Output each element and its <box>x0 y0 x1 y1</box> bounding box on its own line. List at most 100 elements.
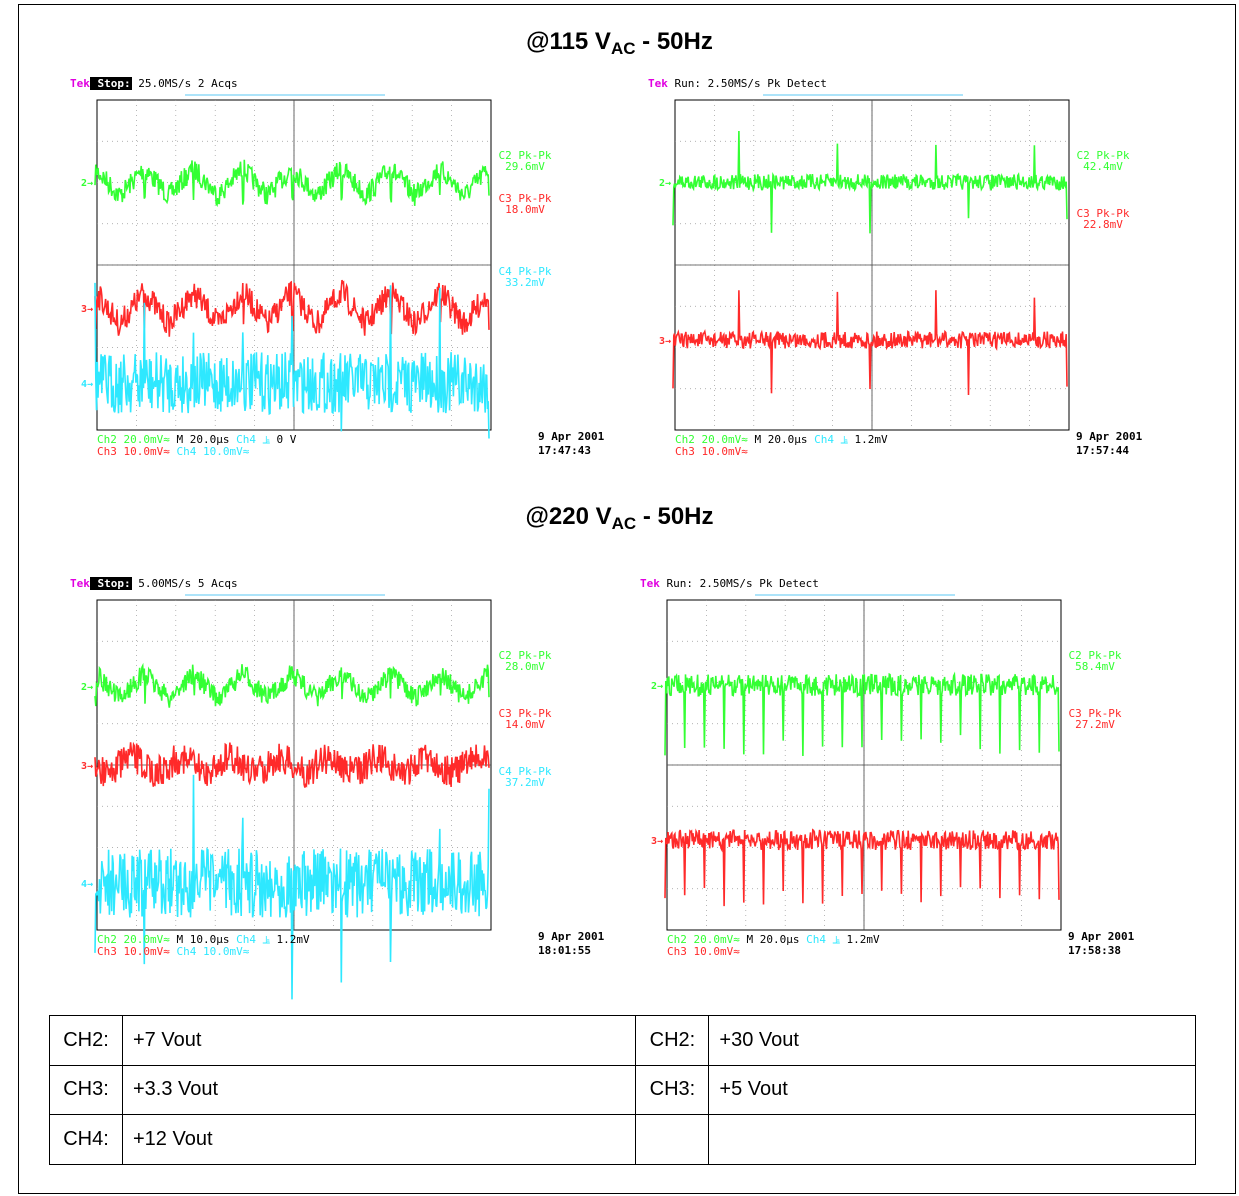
scope-status-bar: Tek Run: 2.50MS/s Pk Detect <box>640 578 819 590</box>
readout-label: C3 Pk-Pk <box>1068 707 1122 720</box>
capture-date: 9 Apr 2001 <box>538 930 605 943</box>
scope-status-bar: Tek Stop: 5.00MS/s 5 Acqs <box>70 577 238 590</box>
ch3-scale: Ch3 10.0mV≈ <box>675 445 748 458</box>
readout-label: C3 Pk-Pk <box>498 707 552 720</box>
ch4-scale: Ch4 10.0mV≈ <box>169 445 250 458</box>
scope-graticule: 2→ 3→ 4→ <box>81 94 492 439</box>
capture-time: 18:01:55 <box>538 944 591 957</box>
pk-pk-readout: C2 Pk-Pk 42.4mV <box>1063 150 1143 172</box>
ch2-scale: Ch2 20.0mV≈ <box>97 433 170 446</box>
scope-bottom-row-1: Ch2 20.0mV≈ M 10.0µs Ch4 ⫡ 1.2mV <box>97 934 310 946</box>
capture-time: 17:58:38 <box>1068 944 1121 957</box>
readout-value: 18.0mV <box>505 203 545 216</box>
acquisition-info: Pk Detect <box>752 577 819 590</box>
scope-115v-left: Tek Stop: 25.0MS/s 2 Acqs 2→ 3→ 4→ C2 Pk-Pk 2… <box>70 77 630 468</box>
readout-label: C3 Pk-Pk <box>498 192 552 205</box>
readout-value: 37.2mV <box>505 776 545 789</box>
timebase: M 20.0µs <box>169 433 230 446</box>
acq-mode: Run: <box>659 577 693 590</box>
legend-channel: CH3: <box>49 1064 123 1116</box>
capture-timestamp: 9 Apr 2001 17:47:43 <box>538 430 604 458</box>
pk-pk-readout: C3 Pk-Pk 22.8mV <box>1063 208 1143 230</box>
legend-channel <box>635 1114 710 1165</box>
sample-rate: 2.50MS/s <box>701 77 761 90</box>
legend-output: +5 Vout <box>708 1064 1196 1116</box>
trace-ch2-scope0 <box>94 159 490 208</box>
pk-pk-readout: C3 Pk-Pk 27.2mV <box>1055 708 1135 730</box>
readout-label: C2 Pk-Pk <box>1068 649 1122 662</box>
trace-ch3-scope1 <box>672 290 1068 396</box>
legend-output: +30 Vout <box>708 1015 1196 1066</box>
ch4-scale: Ch4 10.0mV≈ <box>169 945 250 958</box>
ch2-scale: Ch2 20.0mV≈ <box>97 933 170 946</box>
trace-ch2-scope3 <box>664 671 1060 757</box>
channel-marker-ch4: 4→ <box>81 379 93 390</box>
scope-220v-left: Tek Stop: 5.00MS/s 5 Acqs 2→ 3→ 4→ C2 Pk-Pk 2… <box>70 577 630 1000</box>
timebase: M 20.0µs <box>747 433 808 446</box>
readout-value: 27.2mV <box>1075 718 1115 731</box>
trigger-source: Ch4 ⫡ <box>799 933 840 946</box>
acq-mode: Run: <box>667 77 701 90</box>
readout-label: C4 Pk-Pk <box>498 765 552 778</box>
legend-output: +12 Vout <box>121 1114 637 1165</box>
ch3-scale: Ch3 10.0mV≈ <box>97 945 170 958</box>
scope-220v-right: Tek Run: 2.50MS/s Pk Detect 2→ 3→ C2 Pk-Pk 5… <box>640 578 1200 968</box>
tek-logo: Tek <box>70 77 90 90</box>
readout-label: C2 Pk-Pk <box>1076 149 1130 162</box>
legend-channel: CH2: <box>49 1015 123 1066</box>
readout-value: 22.8mV <box>1083 218 1123 231</box>
section-title-115: @115 VAC - 50Hz <box>526 28 713 58</box>
pk-pk-readout: C3 Pk-Pk 14.0mV <box>485 708 565 730</box>
channel-marker-ch3: 3→ <box>81 304 93 315</box>
pk-pk-readout: C2 Pk-Pk 58.4mV <box>1055 650 1135 672</box>
trace-ch3-scope3 <box>664 828 1060 907</box>
sample-rate: 5.00MS/s <box>131 577 192 590</box>
channel-marker-ch3: 3→ <box>651 836 663 847</box>
trace-ch2-scope1 <box>672 130 1068 234</box>
capture-timestamp: 9 Apr 2001 17:57:44 <box>1076 430 1142 458</box>
section-title-220: @220 VAC - 50Hz <box>525 503 714 533</box>
scope-bottom-row-1: Ch2 20.0mV≈ M 20.0µs Ch4 ⫡ 0 V <box>97 434 296 446</box>
trace-ch4-scope0 <box>94 282 490 439</box>
sample-rate: 2.50MS/s <box>693 577 753 590</box>
trigger-level: 0 V <box>269 433 297 446</box>
scope-status-bar: Tek Stop: 25.0MS/s 2 Acqs <box>70 77 238 90</box>
channel-marker-ch3: 3→ <box>81 761 93 772</box>
scope-graticule: 2→ 3→ <box>659 94 1070 431</box>
ch3-scale: Ch3 10.0mV≈ <box>97 445 170 458</box>
channel-marker-ch2: 2→ <box>651 681 663 692</box>
legend-channel: CH2: <box>635 1015 710 1066</box>
capture-time: 17:57:44 <box>1076 444 1129 457</box>
trigger-level: 1.2mV <box>269 933 310 946</box>
channel-legend-table: CH2: +7 Vout CH2: +30 Vout CH3: +3.3 Vou… <box>49 1015 1196 1165</box>
capture-date: 9 Apr 2001 <box>538 430 605 443</box>
capture-date: 9 Apr 2001 <box>1068 930 1135 943</box>
trigger-source: Ch4 ⫡ <box>229 433 270 446</box>
scope-115v-right: Tek Run: 2.50MS/s Pk Detect 2→ 3→ C2 Pk-Pk 4… <box>648 78 1208 468</box>
timebase: M 10.0µs <box>169 933 230 946</box>
trigger-level: 1.2mV <box>847 433 888 446</box>
ch3-scale: Ch3 10.0mV≈ <box>667 945 740 958</box>
channel-marker-ch2: 2→ <box>81 682 93 693</box>
trigger-level: 1.2mV <box>839 933 880 946</box>
readout-label: C4 Pk-Pk <box>498 265 552 278</box>
readout-value: 28.0mV <box>505 660 545 673</box>
timebase: M 20.0µs <box>739 933 800 946</box>
channel-marker-ch3: 3→ <box>659 336 671 347</box>
readout-value: 14.0mV <box>505 718 545 731</box>
channel-marker-ch2: 2→ <box>659 178 671 189</box>
scope-graticule: 2→ 3→ 4→ <box>81 594 492 1000</box>
legend-channel: CH4: <box>49 1114 123 1165</box>
acq-mode: Stop: <box>89 577 132 590</box>
trigger-source: Ch4 ⫡ <box>807 433 848 446</box>
channel-marker-ch4: 4→ <box>81 879 93 890</box>
ch2-scale: Ch2 20.0mV≈ <box>675 433 748 446</box>
scope-bottom-row-2: Ch3 10.0mV≈ Ch4 10.0mV≈ <box>97 946 249 958</box>
legend-row: CH3: +3.3 Vout CH3: +5 Vout <box>49 1064 1196 1116</box>
scope-bottom-row-1: Ch2 20.0mV≈ M 20.0µs Ch4 ⫡ 1.2mV <box>667 934 880 946</box>
pk-pk-readout: C4 Pk-Pk 33.2mV <box>485 266 565 288</box>
acquisition-info: 5 Acqs <box>191 577 238 590</box>
capture-date: 9 Apr 2001 <box>1076 430 1143 443</box>
readout-value: 33.2mV <box>505 276 545 289</box>
tek-logo: Tek <box>640 577 660 590</box>
